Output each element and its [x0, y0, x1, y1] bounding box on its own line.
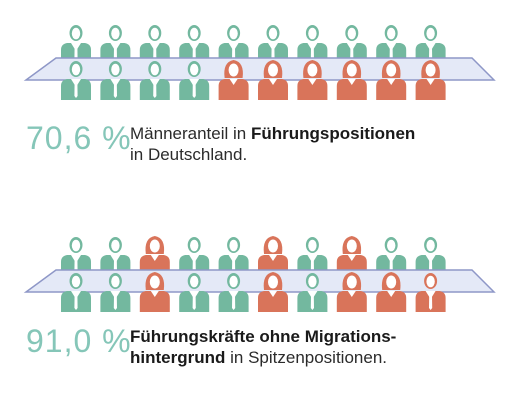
stat-description: Männeranteil in Führungspositionen in De…	[130, 123, 415, 165]
desc-bold-text: hintergrund	[130, 348, 226, 367]
stat-description: Führungskräfte ohne Migrations- hintergr…	[130, 326, 396, 368]
stat-value: 91,0 %	[26, 323, 132, 359]
panel-management-share: 70,6 % Männeranteil in Führungspositione…	[0, 0, 518, 180]
woman-icon	[258, 60, 288, 100]
table-shape	[23, 269, 496, 293]
table-shape	[23, 57, 496, 81]
woman-icon	[297, 60, 328, 100]
desc-bold-text: Führungspositionen	[250, 124, 416, 143]
woman-icon	[258, 272, 288, 312]
man-icon	[61, 61, 91, 100]
man-icon	[100, 273, 131, 312]
woman-icon	[336, 60, 367, 100]
woman-icon	[218, 60, 249, 100]
woman-icon	[336, 272, 367, 312]
man-icon	[179, 273, 210, 312]
woman-icon	[376, 272, 407, 312]
desc-bold-text: Führungskräfte ohne Migrations-	[130, 327, 397, 346]
man-icon	[139, 61, 170, 100]
people-table-figure	[23, 25, 496, 100]
panel-migration-background: 91,0 % Führungskräfte ohne Migrations- h…	[0, 212, 518, 402]
people-table-figure	[23, 236, 496, 312]
man-icon	[61, 273, 91, 312]
man-icon	[179, 61, 210, 100]
desc-text: in Spitzenpositionen.	[225, 348, 387, 367]
desc-text: Männeranteil in	[130, 124, 251, 143]
desc-text: in Deutschland.	[130, 145, 248, 164]
man-icon	[218, 273, 249, 312]
man-icon	[100, 61, 131, 100]
stat-value: 70,6 %	[26, 120, 132, 156]
woman-icon	[415, 60, 446, 100]
man-icon	[415, 273, 446, 312]
man-icon	[297, 273, 328, 312]
woman-icon	[376, 60, 407, 100]
woman-icon	[139, 272, 170, 312]
